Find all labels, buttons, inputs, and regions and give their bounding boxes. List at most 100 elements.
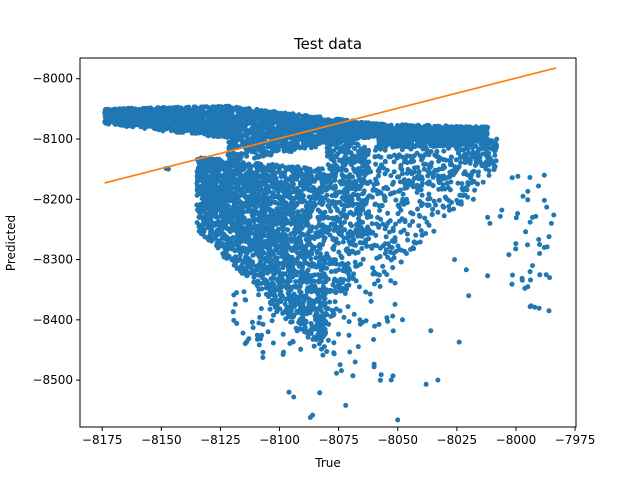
data-point (271, 129, 277, 135)
data-point (150, 123, 155, 129)
data-point (442, 139, 448, 145)
data-point (408, 139, 414, 145)
data-point (323, 129, 329, 135)
data-point (180, 112, 186, 118)
data-point (255, 154, 261, 160)
data-point (231, 129, 237, 135)
data-point (236, 108, 242, 114)
data-point (331, 133, 337, 139)
data-point (240, 181, 246, 187)
data-point (180, 129, 185, 135)
data-point (146, 118, 152, 124)
data-point (281, 143, 287, 149)
data-point (225, 116, 231, 122)
data-point (189, 109, 195, 115)
data-point (254, 112, 260, 118)
data-point (193, 105, 199, 111)
data-point (396, 139, 402, 144)
data-point (111, 117, 117, 123)
data-point (260, 223, 266, 229)
data-point (338, 134, 344, 140)
data-point (158, 120, 164, 126)
data-point (247, 119, 252, 125)
data-point (447, 134, 453, 140)
data-point (215, 245, 221, 251)
data-points (102, 103, 557, 423)
data-point (229, 109, 235, 115)
data-point (255, 134, 261, 140)
data-point (286, 184, 292, 190)
data-point (282, 301, 288, 307)
data-point (299, 171, 305, 177)
data-point (407, 133, 413, 139)
data-point (276, 118, 282, 124)
data-point (175, 108, 180, 113)
data-point (283, 148, 289, 153)
data-point (293, 279, 299, 285)
data-point (104, 110, 110, 116)
data-point (226, 144, 232, 150)
data-point (146, 110, 152, 116)
data-point (246, 136, 252, 142)
data-point (391, 140, 396, 145)
data-point (295, 165, 301, 171)
data-point (168, 119, 174, 125)
data-point (381, 121, 387, 127)
data-point (185, 127, 190, 133)
data-point (134, 120, 140, 126)
data-point (362, 130, 368, 136)
data-point (258, 113, 264, 119)
data-point (273, 148, 279, 154)
data-point (275, 110, 281, 116)
data-point (241, 119, 247, 125)
data-point (281, 226, 287, 232)
data-point (368, 129, 374, 135)
data-point (246, 106, 252, 111)
data-point (151, 113, 156, 119)
data-point (223, 241, 229, 247)
data-point (294, 209, 300, 215)
data-point (475, 126, 481, 132)
data-point (354, 136, 360, 141)
data-point (388, 132, 394, 138)
data-point (333, 127, 339, 133)
data-point (276, 283, 282, 289)
data-point (107, 117, 113, 122)
data-point (254, 123, 260, 129)
data-point (118, 109, 124, 115)
data-point (266, 118, 272, 124)
data-point (215, 114, 221, 120)
data-point (479, 132, 485, 138)
data-point (358, 119, 364, 125)
data-point (208, 120, 214, 126)
data-point (276, 226, 281, 232)
data-point (169, 123, 174, 129)
data-point (316, 243, 322, 249)
data-point (300, 182, 306, 188)
data-point (280, 265, 286, 271)
data-point (244, 153, 250, 159)
data-point (471, 134, 477, 139)
data-point (209, 131, 215, 137)
data-point (297, 117, 303, 123)
data-point (221, 254, 227, 260)
data-point (136, 110, 142, 116)
data-point (305, 267, 311, 273)
data-point (462, 133, 468, 139)
data-point (271, 199, 277, 205)
data-point (201, 117, 206, 123)
data-point (266, 109, 272, 115)
data-point (282, 127, 288, 133)
data-point (417, 124, 423, 130)
data-point (293, 122, 298, 128)
data-point (250, 130, 256, 136)
data-point (399, 130, 405, 136)
data-point (296, 112, 302, 118)
data-point (138, 124, 144, 130)
data-point (252, 223, 258, 229)
data-point (314, 114, 320, 120)
data-point (189, 126, 195, 132)
data-point (282, 110, 288, 116)
